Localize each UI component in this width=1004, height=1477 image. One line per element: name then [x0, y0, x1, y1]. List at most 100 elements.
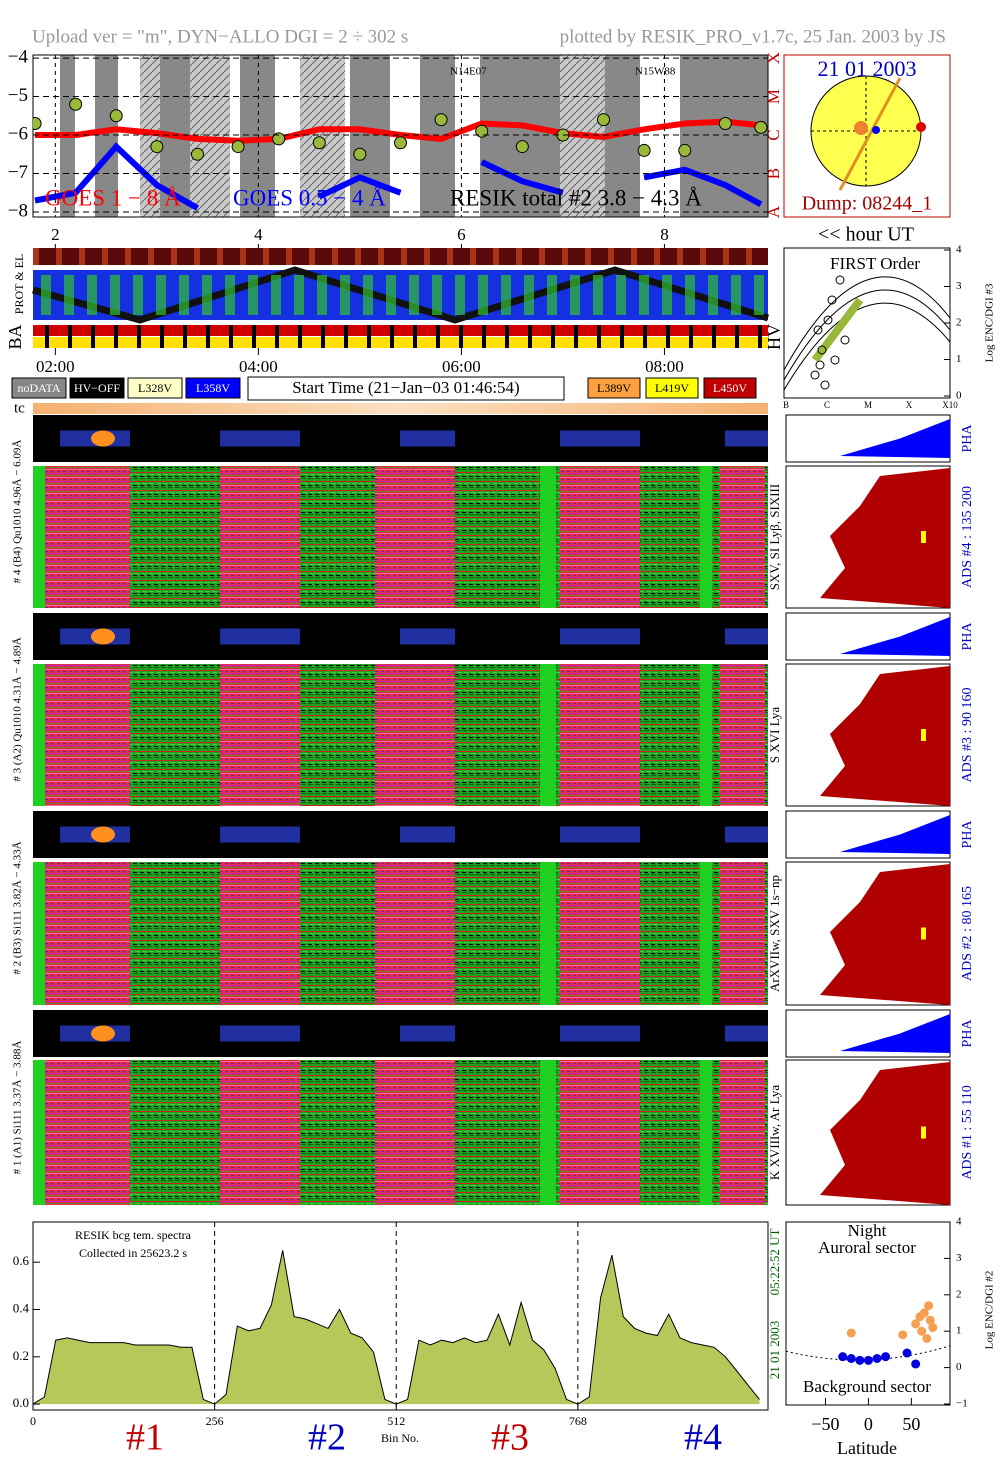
strip-cell	[539, 248, 545, 265]
resik-point	[515, 140, 529, 154]
strip-cell	[712, 325, 716, 348]
latitude-bottom: Background sector	[803, 1377, 931, 1396]
strip-cell	[501, 275, 511, 315]
y-tick-label: 0.0	[13, 1395, 29, 1410]
resik-point	[272, 132, 286, 146]
pha-band	[560, 430, 640, 447]
y-tick-label: −1	[956, 1398, 968, 1410]
pha-profile	[840, 419, 950, 458]
strip-cell	[662, 275, 672, 315]
strip-cell	[639, 275, 649, 315]
ads-profile	[820, 468, 950, 608]
class-label: M	[764, 89, 783, 104]
resik-point	[597, 113, 611, 127]
pha-band	[725, 1025, 768, 1042]
spectrum-time: 05:22:52 UT	[767, 1229, 782, 1296]
strip-cell	[217, 248, 223, 265]
spectrogram-gap	[33, 466, 45, 608]
x-tick-label: X10	[942, 400, 958, 410]
first-order-point	[823, 315, 833, 325]
pha-band	[725, 430, 768, 447]
legend-swatch	[127, 377, 183, 399]
pha-profile	[840, 815, 950, 854]
strip-cell	[459, 325, 463, 348]
strip-cell	[631, 248, 637, 265]
strip-cell	[340, 275, 350, 315]
resik-point	[394, 136, 407, 150]
y-tick-label: 3	[956, 280, 962, 292]
strip-cell	[156, 275, 166, 315]
spectrogram-block	[720, 664, 765, 806]
y-tick-label: 4	[956, 244, 962, 256]
spectrogram-block	[375, 862, 455, 1005]
strip-cell	[386, 275, 396, 315]
strip-cell	[110, 275, 120, 315]
strip-cell	[585, 248, 591, 265]
x-tick-label: 50	[902, 1414, 920, 1434]
prot-strip	[33, 270, 768, 320]
strip-cell	[171, 248, 177, 265]
legend-label: noDATA	[17, 381, 60, 395]
start-time-box	[247, 376, 565, 401]
line-label: S XVI Lya	[767, 707, 782, 764]
y-tick-label: 3	[956, 1252, 962, 1264]
strip-cell	[505, 325, 509, 348]
x-tick-label: 0	[864, 1414, 873, 1434]
strip-cell	[248, 275, 258, 315]
legend-label: L328V	[138, 381, 172, 395]
strip-cell	[666, 325, 670, 348]
first-order-point	[835, 275, 845, 285]
strip-cell	[271, 275, 281, 315]
resik-point	[33, 116, 42, 130]
region-label: N15W88	[635, 66, 676, 78]
strip-cell	[114, 325, 118, 348]
spectrogram-block	[45, 862, 130, 1005]
legend: noDATA HV−OFF L328V L358V L389V L419V L450V	[11, 377, 757, 399]
first-order-point	[815, 360, 825, 370]
region-label: N14E07	[450, 66, 487, 78]
night-band	[95, 55, 118, 217]
pha-peak	[91, 1025, 115, 1042]
latitude-point	[925, 1315, 935, 1325]
ba-strip	[33, 325, 768, 336]
spectrogram-block	[560, 862, 640, 1005]
first-order-points	[810, 275, 850, 390]
strip-cell	[413, 325, 417, 348]
resik-point	[754, 120, 768, 134]
pha-label: PHA	[960, 1019, 975, 1048]
first-order-point	[817, 345, 827, 355]
strip-cell	[390, 325, 394, 348]
resik-point	[190, 147, 204, 161]
strip-cell	[731, 275, 741, 315]
spectrum-title: RESIK bcg tem. spectra	[75, 1228, 192, 1242]
ba-strip	[33, 337, 768, 348]
y-tick-label: 1	[956, 1325, 962, 1337]
strip-cell	[317, 275, 327, 315]
strip-cell	[252, 325, 256, 348]
spectrogram-gap	[540, 466, 556, 608]
x-tick-label: 512	[387, 1414, 405, 1428]
resik-point	[475, 124, 489, 138]
resik-point	[353, 147, 367, 161]
legend-label: GOES 1 − 8 Å	[45, 185, 181, 210]
strip-cell	[286, 248, 292, 265]
x-tick-label: 768	[569, 1414, 587, 1428]
strip-cell	[551, 325, 555, 348]
y-tick-label: 0	[956, 1361, 962, 1373]
strip-cell	[87, 275, 97, 315]
strip-cell	[516, 248, 522, 265]
sun-region	[854, 121, 868, 135]
strip-cell	[597, 325, 601, 348]
spectrogram-block	[220, 1060, 300, 1205]
strip-cell	[436, 325, 440, 348]
spectrogram-block	[720, 862, 765, 1005]
spectrogram-gap	[33, 1060, 45, 1205]
latitude-point	[917, 1326, 927, 1336]
strip-cell	[677, 248, 683, 265]
first-order-point	[840, 335, 850, 345]
strip-cell	[294, 275, 304, 315]
spectrogram-gap	[540, 862, 556, 1005]
x-tick-label: X	[906, 400, 913, 410]
y-tick-label: 0.6	[13, 1253, 30, 1268]
y-tick-label: 0.4	[13, 1300, 30, 1315]
